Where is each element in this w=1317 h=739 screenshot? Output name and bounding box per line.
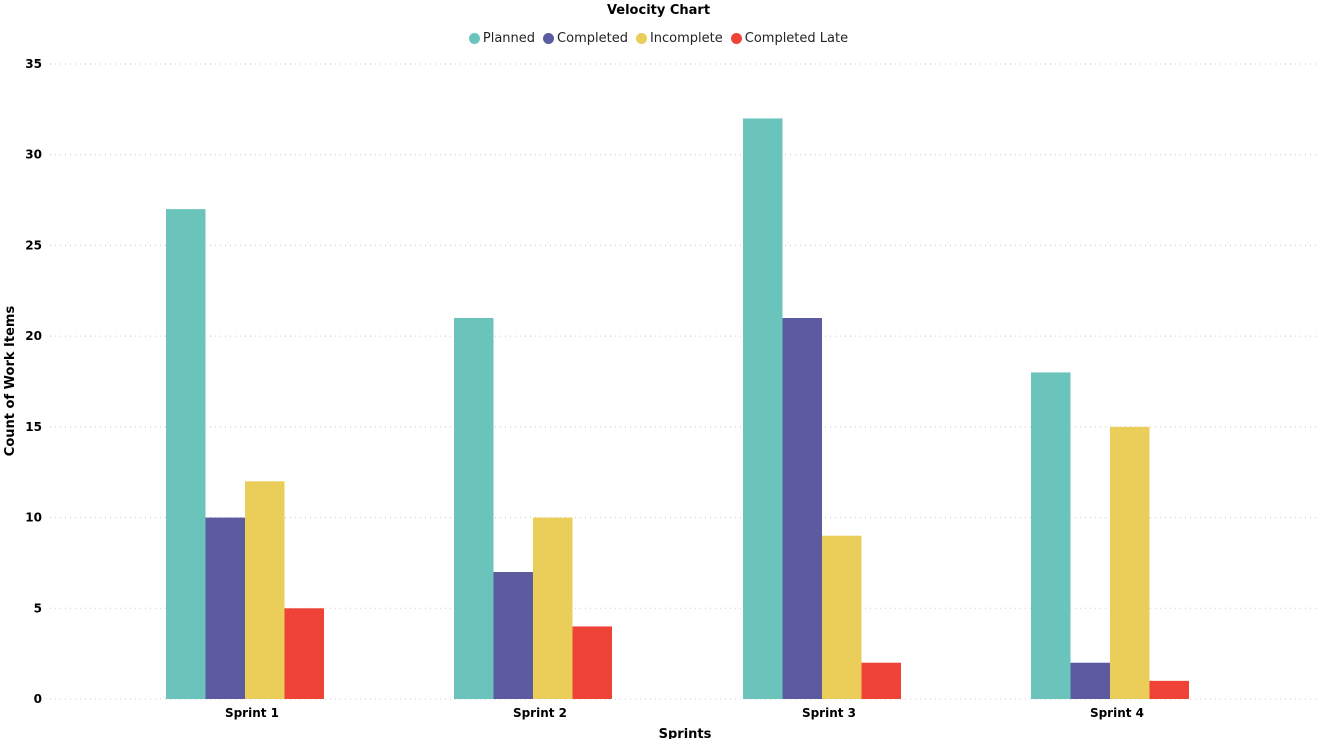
legend-item-completed[interactable]: Completed [543, 31, 628, 46]
x-axis-title: Sprints [659, 727, 712, 739]
legend-label: Completed [557, 31, 628, 46]
x-tick-label: Sprint 3 [802, 706, 856, 720]
y-tick-label: 5 [34, 601, 42, 615]
bar-completed-sprint-1[interactable] [205, 517, 246, 699]
bar-planned-sprint-2[interactable] [454, 318, 494, 699]
x-tick-label: Sprint 1 [225, 706, 279, 720]
bar-completed-late-sprint-1[interactable] [284, 608, 325, 699]
y-tick-label: 10 [25, 511, 42, 525]
chart-legend[interactable]: Planned Completed Incomplete Completed Late [0, 31, 1317, 46]
legend-dot-icon [730, 33, 742, 44]
legend-dot-icon [543, 33, 555, 44]
legend-label: Completed Late [744, 31, 849, 46]
y-tick-label: 15 [25, 420, 42, 434]
bar-completed-late-sprint-2[interactable] [572, 626, 613, 699]
bar-completed-late-sprint-4[interactable] [1149, 680, 1190, 699]
legend-label: Incomplete [649, 31, 723, 46]
bar-planned-sprint-3[interactable] [743, 118, 783, 699]
legend-dot-icon [635, 33, 647, 44]
y-tick-label: 0 [34, 692, 42, 706]
y-axis-title: Count of Work Items [3, 306, 18, 457]
legend-dot-icon [468, 33, 480, 44]
chart-title: Velocity Chart [606, 3, 711, 18]
y-tick-label: 35 [25, 57, 42, 71]
y-tick-label: 20 [25, 329, 42, 343]
bar-planned-sprint-1[interactable] [166, 209, 206, 699]
bar-incomplete-sprint-3[interactable] [822, 535, 862, 699]
bar-completed-late-sprint-3[interactable] [861, 662, 902, 699]
bar-planned-sprint-4[interactable] [1031, 372, 1071, 699]
legend-item-incomplete[interactable]: Incomplete [635, 31, 723, 46]
bar-completed-sprint-2[interactable] [493, 572, 534, 699]
bar-completed-sprint-4[interactable] [1070, 662, 1111, 699]
y-tick-label: 30 [25, 148, 42, 162]
bar-incomplete-sprint-1[interactable] [245, 481, 285, 699]
bar-incomplete-sprint-2[interactable] [533, 517, 573, 699]
x-tick-label: Sprint 4 [1090, 706, 1144, 720]
bar-incomplete-sprint-4[interactable] [1110, 426, 1150, 699]
y-tick-label: 25 [25, 238, 42, 252]
legend-label: Planned [482, 31, 536, 46]
bar-completed-sprint-3[interactable] [782, 318, 823, 699]
x-tick-label: Sprint 2 [513, 706, 567, 720]
legend-item-planned[interactable]: Planned [468, 31, 536, 46]
legend-item-completed-late[interactable]: Completed Late [730, 31, 849, 46]
